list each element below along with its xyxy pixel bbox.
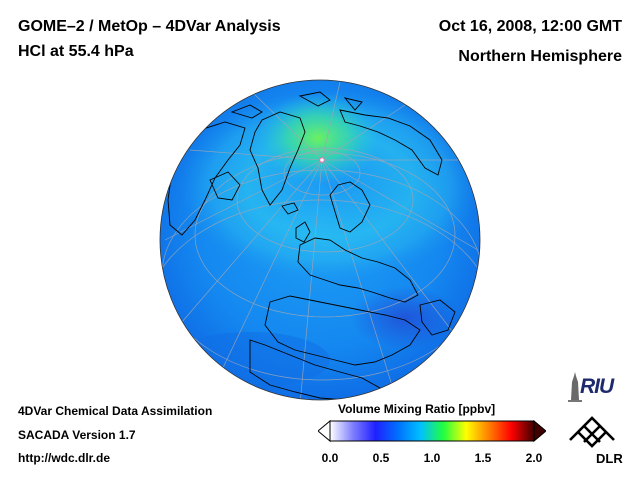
low-hcl-region — [350, 286, 460, 350]
colorbar-tick-label: 1.0 — [423, 451, 441, 465]
hudson-coast — [209, 171, 241, 201]
date-label: Oct 16, 2008, 12:00 GMT — [438, 18, 622, 35]
greenland-coast — [249, 111, 306, 206]
siberia-coast — [339, 109, 443, 176]
colorbar-right-arrow — [533, 419, 546, 443]
region-label: Northern Hemisphere — [458, 48, 622, 65]
footer-line-2: SACADA Version 1.7 — [18, 428, 136, 442]
colorbar-tick-label: 0.0 — [321, 451, 339, 465]
polar-high-hcl-region — [256, 93, 380, 183]
globe-outline — [159, 79, 481, 401]
colorbar-tick-label: 0.5 — [372, 451, 390, 465]
dlr-logo-text: DLR — [596, 451, 623, 466]
colorbar-tick-label: 2.0 — [525, 451, 543, 465]
footer-line-1: 4DVar Chemical Data Assimilation — [18, 404, 213, 418]
europe-coast — [297, 237, 419, 303]
dlr-logo-icon — [569, 416, 615, 448]
colorbar-gradient — [329, 420, 535, 442]
arctic-islands — [230, 91, 363, 119]
colorbar-title: Volume Mixing Ratio [ppbv] — [338, 402, 496, 416]
med-coast — [264, 295, 421, 366]
colorbar — [318, 419, 546, 443]
scandinavia-coast — [329, 181, 371, 233]
footer-url: http://wdc.dlr.de — [18, 451, 110, 465]
colorbar-tick-label: 1.5 — [474, 451, 492, 465]
arabia-coast — [419, 299, 456, 336]
uk-coast — [295, 221, 311, 243]
colorbar-left-arrow — [318, 419, 331, 443]
riu-logo-text: RIU — [580, 375, 614, 398]
iceland-coast — [281, 202, 299, 215]
riu-logo-icon — [568, 372, 582, 402]
plot-title: GOME–2 / MetOp – 4DVar Analysis — [18, 18, 281, 35]
north-pole-marker — [319, 157, 325, 163]
plot-subtitle: HCl at 55.4 hPa — [18, 43, 134, 60]
coastlines — [167, 91, 456, 400]
